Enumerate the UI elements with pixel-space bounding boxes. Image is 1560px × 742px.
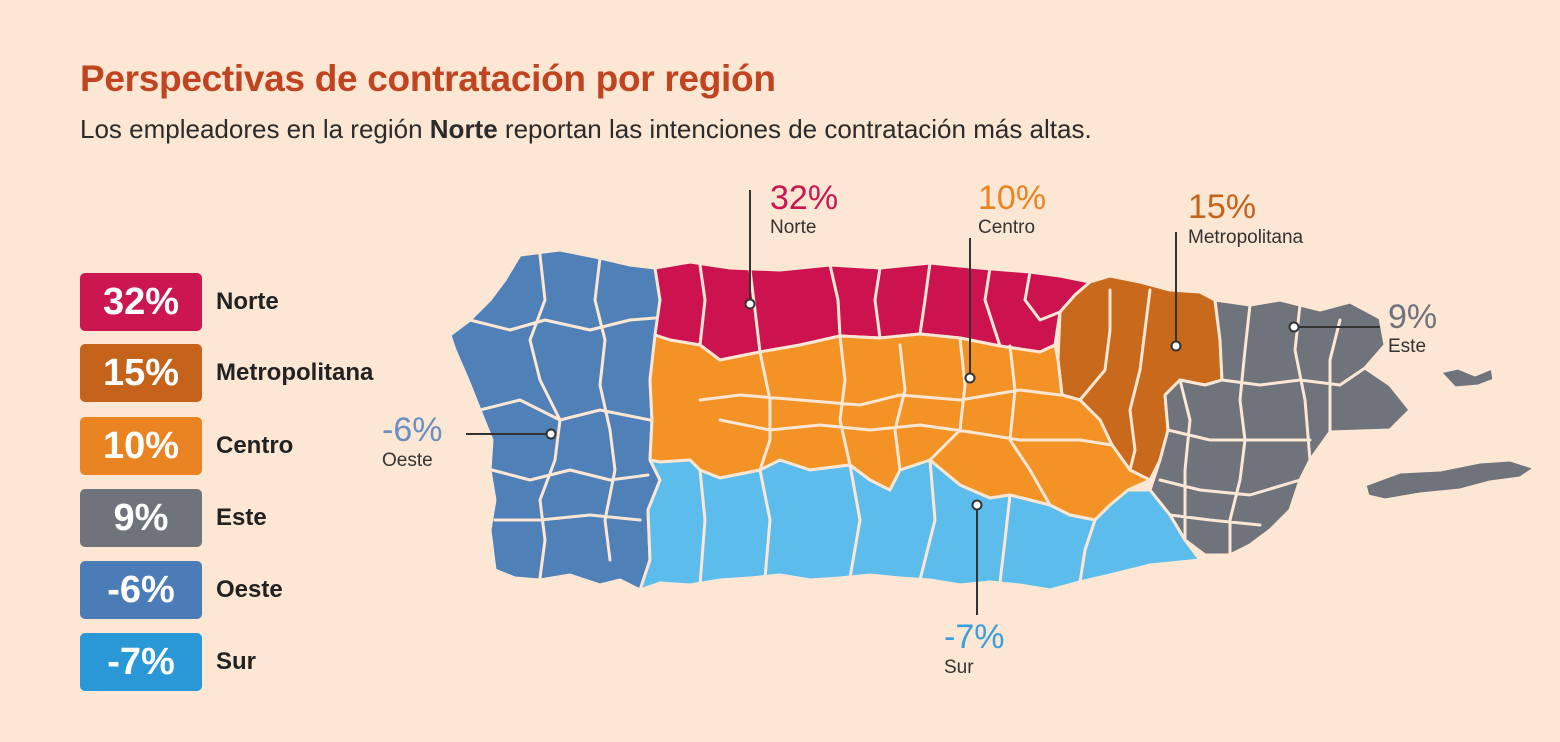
callout-este: 9% Este xyxy=(1288,298,1437,357)
legend-item-centro: 10% Centro xyxy=(80,417,293,475)
page-title: Perspectivas de contratación por región xyxy=(80,58,776,99)
legend-label-centro: Centro xyxy=(216,432,294,459)
legend-label-oeste: Oeste xyxy=(216,576,283,603)
callout-este-label: Este xyxy=(1388,336,1426,357)
legend-badge-oeste: -6% xyxy=(80,561,202,619)
callout-metropolitana-label: Metropolitana xyxy=(1188,227,1304,248)
legend-item-metropolitana: 15% Metropolitana xyxy=(80,344,373,402)
callout-metropolitana-marker xyxy=(1170,340,1182,352)
callout-oeste-label: Oeste xyxy=(382,450,433,471)
callout-centro: 10% Centro xyxy=(964,179,1046,384)
legend-label-metropolitana: Metropolitana xyxy=(216,359,374,386)
legend-label-este: Este xyxy=(216,504,267,531)
callout-sur-value: -7% xyxy=(944,618,1004,656)
legend-item-norte: 32% Norte xyxy=(80,273,279,331)
callout-centro-label: Centro xyxy=(978,217,1035,238)
island-vieques xyxy=(1363,458,1537,502)
callout-sur: -7% Sur xyxy=(944,499,1004,678)
callout-oeste-marker xyxy=(545,428,557,440)
subtitle-tail: reportan las intenciones de contratación… xyxy=(497,114,1092,144)
callout-centro-value: 10% xyxy=(978,179,1046,217)
callout-metropolitana: 15% Metropolitana xyxy=(1170,188,1304,352)
legend-badge-sur: -7% xyxy=(80,633,202,691)
legend-item-sur: -7% Sur xyxy=(80,633,256,691)
callout-norte-label: Norte xyxy=(770,217,816,238)
legend-item-este: 9% Este xyxy=(80,489,267,547)
region-oeste xyxy=(448,248,662,592)
region-sur xyxy=(638,458,1202,592)
legend-badge-este: 9% xyxy=(80,489,202,547)
legend-item-oeste: -6% Oeste xyxy=(80,561,283,619)
callout-metropolitana-value: 15% xyxy=(1188,188,1256,226)
callout-sur-label: Sur xyxy=(944,657,974,678)
callout-norte-value: 32% xyxy=(770,179,838,217)
subtitle-highlight: Norte xyxy=(429,114,498,144)
legend-badge-metropolitana: 15% xyxy=(80,344,202,402)
callout-centro-marker xyxy=(964,372,976,384)
island-culebra xyxy=(1438,366,1496,390)
callout-sur-marker xyxy=(971,499,983,511)
callout-este-marker xyxy=(1288,321,1300,333)
callout-oeste-value: -6% xyxy=(382,411,442,449)
callout-oeste: -6% Oeste xyxy=(382,411,557,471)
callout-norte: 32% Norte xyxy=(744,179,838,310)
legend-badge-norte: 32% xyxy=(80,273,202,331)
callout-este-value: 9% xyxy=(1388,298,1437,336)
legend-badge-centro: 10% xyxy=(80,417,202,475)
subtitle-lead: Los empleadores en la región xyxy=(80,114,430,144)
legend-label-norte: Norte xyxy=(216,288,279,315)
legend-label-sur: Sur xyxy=(216,648,257,675)
callout-norte-marker xyxy=(744,298,756,310)
page-subtitle: Los empleadores en la región Norte repor… xyxy=(80,114,1092,145)
municipality-borders xyxy=(468,253,1367,587)
